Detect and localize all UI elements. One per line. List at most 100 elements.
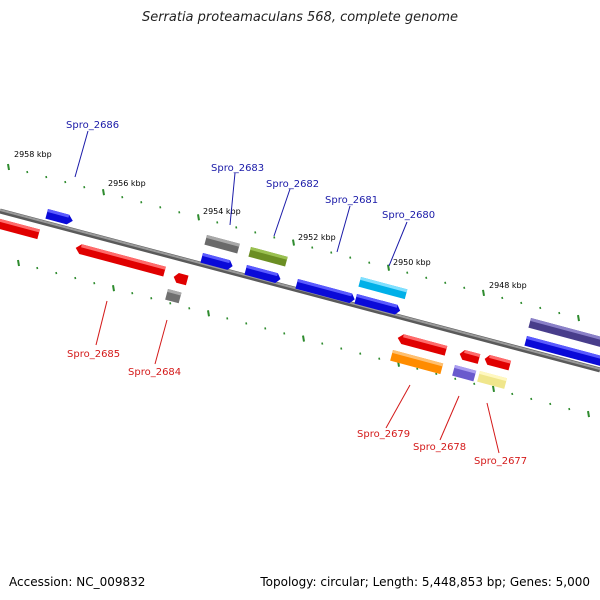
tick-mark	[55, 271, 58, 275]
tick-mark	[387, 264, 390, 271]
tick-mark	[340, 347, 343, 350]
tick-mark	[112, 285, 115, 292]
tick-mark	[178, 211, 181, 214]
tick-mark	[501, 296, 504, 300]
tick-mark	[368, 261, 371, 264]
gene-feature[interactable]	[354, 294, 401, 316]
tick-mark	[226, 317, 229, 320]
gene-label[interactable]: Spro_2685	[67, 349, 120, 360]
gene-feature[interactable]	[390, 350, 444, 375]
tick-mark	[435, 372, 438, 375]
tick-mark	[577, 314, 580, 322]
gene-feature[interactable]	[483, 354, 512, 371]
gene-feature[interactable]	[172, 272, 189, 286]
tick-mark	[444, 281, 447, 284]
gene-label[interactable]: Spro_2681	[325, 195, 378, 206]
tick-mark	[64, 180, 67, 184]
gene-feature[interactable]	[524, 336, 600, 367]
tick-mark	[482, 289, 485, 297]
tick-row-inner	[17, 259, 590, 418]
tick-mark	[216, 221, 219, 224]
tick-mark	[188, 307, 191, 310]
tick-mark	[549, 402, 552, 406]
tick-mark	[416, 367, 419, 370]
tick-mark	[568, 407, 571, 411]
tick-mark	[207, 310, 210, 317]
tick-mark	[159, 206, 162, 209]
tick-mark	[131, 292, 134, 295]
tick-mark	[530, 397, 533, 401]
kbp-labels: 2958 kbp 2956 kbp 2954 kbp 2952 kbp 2950…	[14, 150, 527, 290]
gene-label[interactable]: Spro_2682	[266, 179, 319, 190]
gene-feature[interactable]	[458, 349, 481, 364]
tick-mark	[558, 311, 561, 315]
gene-feature[interactable]	[0, 211, 40, 240]
kbp-label: 2948 kbp	[489, 281, 527, 290]
kbp-label: 2956 kbp	[108, 179, 146, 188]
tick-mark	[93, 281, 96, 285]
tick-mark	[245, 322, 248, 325]
tick-mark	[311, 246, 314, 249]
tick-mark	[492, 385, 495, 393]
tick-mark	[83, 185, 86, 189]
gene-label[interactable]: Spro_2683	[211, 163, 264, 174]
tick-mark	[302, 335, 305, 342]
kbp-label: 2950 kbp	[393, 258, 431, 267]
tick-mark	[463, 286, 466, 290]
gene-label[interactable]: Spro_2677	[474, 456, 527, 467]
topology-summary: Topology: circular; Length: 5,448,853 bp…	[260, 575, 590, 589]
tick-mark	[511, 392, 514, 396]
tick-mark	[235, 226, 238, 229]
tick-mark	[454, 377, 457, 380]
tick-mark	[273, 236, 276, 239]
tick-mark	[17, 259, 20, 267]
tick-mark	[45, 175, 48, 179]
tick-mark	[169, 302, 172, 305]
gene-feature[interactable]	[204, 235, 240, 254]
tick-mark	[292, 239, 295, 246]
gene-labels: Spro_2686 Spro_2683 Spro_2682 Spro_2681 …	[66, 120, 527, 467]
tick-mark	[378, 357, 381, 360]
tick-mark	[539, 306, 542, 310]
tick-mark	[102, 189, 105, 196]
tick-mark	[321, 342, 324, 345]
tick-mark	[7, 163, 10, 171]
tick-mark	[359, 352, 362, 355]
kbp-label: 2954 kbp	[203, 207, 241, 216]
gene-label[interactable]: Spro_2679	[357, 429, 410, 440]
tick-mark	[36, 266, 39, 270]
tick-mark	[264, 327, 267, 330]
map-title: Serratia proteamaculans 568, complete ge…	[141, 10, 459, 25]
gene-feature[interactable]	[477, 371, 508, 389]
gene-label[interactable]: Spro_2686	[66, 120, 119, 131]
gene-label[interactable]: Spro_2684	[128, 367, 181, 378]
gene-feature[interactable]	[74, 243, 166, 277]
leader-lines	[74, 130, 500, 454]
gene-feature[interactable]	[200, 252, 233, 271]
gene-feature[interactable]	[396, 333, 448, 356]
tick-row-outer	[7, 163, 580, 322]
tick-mark	[406, 271, 409, 274]
gene-feature[interactable]	[295, 279, 356, 304]
gene-feature[interactable]	[248, 247, 288, 267]
tick-mark	[140, 201, 143, 204]
tick-mark	[26, 170, 29, 174]
tick-mark	[74, 276, 77, 280]
gene-feature[interactable]	[45, 209, 74, 226]
tick-mark	[425, 276, 428, 279]
tick-mark	[283, 332, 286, 335]
gene-label[interactable]: Spro_2678	[413, 442, 466, 453]
tick-mark	[520, 301, 523, 305]
gene-feature[interactable]	[244, 265, 281, 284]
gene-label[interactable]: Spro_2680	[382, 210, 435, 221]
gene-feature[interactable]	[358, 277, 408, 300]
tick-mark	[330, 251, 333, 254]
tick-mark	[587, 410, 590, 418]
tick-mark	[473, 382, 476, 386]
tick-mark	[150, 297, 153, 300]
tick-mark	[197, 214, 200, 221]
gene-feature[interactable]	[165, 289, 182, 304]
gene-features	[0, 209, 600, 389]
gene-feature[interactable]	[528, 318, 600, 349]
